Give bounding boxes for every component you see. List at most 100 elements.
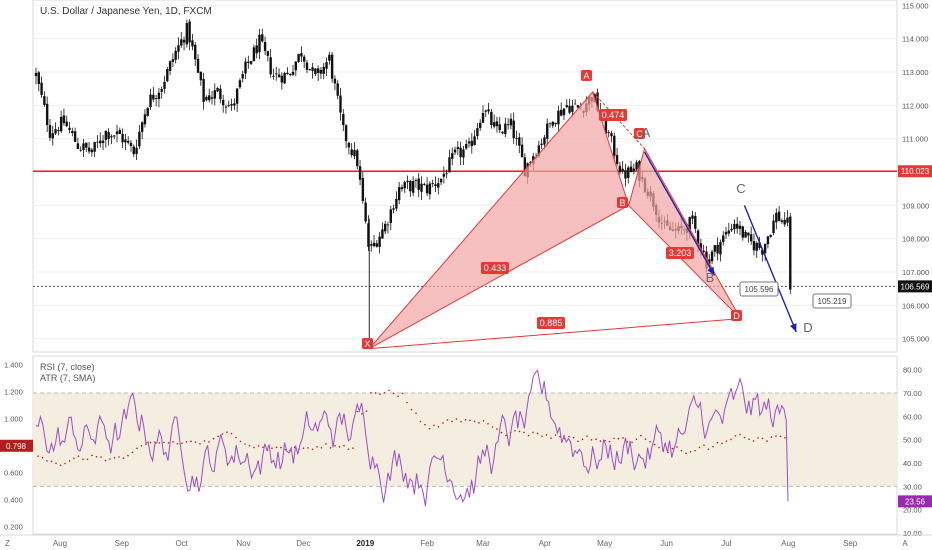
point-d-text: D — [733, 311, 740, 321]
pattern-xd-line[interactable] — [369, 318, 741, 350]
candle-body — [465, 144, 468, 149]
candle-body — [347, 142, 351, 148]
candle-body — [775, 212, 778, 223]
atr-dot — [325, 443, 327, 445]
candle-body — [375, 243, 379, 247]
candle-body — [235, 88, 239, 104]
projection-a-label: A — [642, 125, 651, 140]
ratio-ac: 0.474 — [599, 109, 627, 121]
atr-dot — [100, 456, 102, 458]
candle-body — [559, 109, 563, 116]
pattern-ac-line[interactable] — [592, 91, 645, 150]
time-tick-label: Dec — [296, 539, 310, 548]
time-axis[interactable]: Aug Sep Oct Nov Dec 2019 Feb Mar Apr May Jun Jul Aug… — [53, 539, 909, 548]
target-callout-1[interactable]: 105.596 — [739, 281, 779, 297]
atr-badge-text: 0.798 — [6, 442, 27, 451]
point-x-text: X — [364, 339, 370, 349]
candle-body — [758, 242, 761, 249]
candle-body — [247, 61, 250, 63]
candle-body — [300, 53, 303, 57]
candle-body — [392, 208, 395, 210]
candle-body — [462, 149, 465, 158]
atr-dot — [469, 419, 471, 422]
atr-dot — [545, 434, 548, 436]
atr-legend[interactable]: ATR (7, SMA) — [40, 373, 95, 383]
atr-dot — [109, 458, 111, 460]
atr-dot — [221, 433, 224, 435]
pattern-xab-triangle[interactable] — [368, 91, 630, 350]
candle-body — [518, 137, 521, 146]
price-pane[interactable] — [32, 0, 898, 353]
candle-body — [90, 149, 94, 153]
candle-body — [115, 131, 119, 135]
ratio-xd-text: 0.885 — [540, 318, 563, 328]
atr-dot — [181, 442, 183, 445]
atr-dot — [640, 434, 642, 437]
point-d-badge — [731, 310, 742, 321]
atr-dot — [550, 437, 552, 439]
atr-dot — [608, 440, 611, 443]
atr-dot — [361, 413, 363, 415]
atr-dot — [50, 460, 53, 463]
projection-cd-leg[interactable] — [743, 205, 797, 333]
candle-body — [434, 184, 437, 187]
candle-body — [99, 140, 102, 144]
candle-body — [741, 226, 744, 238]
rsi-tick-label: 30.00 — [903, 482, 922, 491]
time-axis-corner-label[interactable]: Z — [5, 539, 10, 548]
atr-tick-label: 0.400 — [4, 495, 23, 504]
candle-body — [146, 108, 149, 116]
atr-dot — [770, 436, 773, 438]
candle-body — [459, 147, 462, 158]
candle-body — [85, 142, 88, 148]
candle-body — [353, 150, 356, 157]
projection-ab-leg[interactable] — [643, 151, 716, 276]
rsi-tick-label: 80.00 — [903, 366, 922, 375]
candle-body — [96, 141, 99, 143]
atr-dot — [185, 441, 188, 443]
candle-body — [610, 133, 613, 137]
candle-body — [107, 131, 110, 139]
atr-dot — [77, 455, 80, 457]
target-callout-2-text: 105.219 — [818, 297, 847, 306]
candle-body — [57, 129, 60, 132]
candle-body — [389, 209, 392, 223]
candle-body — [51, 133, 54, 139]
candle-body — [761, 249, 764, 255]
hline-badge-bg — [898, 165, 932, 178]
atr-dot — [518, 430, 521, 433]
pattern-bcd-triangle[interactable] — [628, 147, 741, 320]
atr-dot — [478, 422, 480, 424]
candle-body — [492, 122, 496, 127]
candle-body — [196, 58, 200, 73]
rsi-legend[interactable]: RSI (7, close) — [40, 362, 95, 372]
atr-dot — [64, 462, 66, 465]
candle-body — [350, 149, 353, 155]
atr-dot — [307, 447, 309, 449]
candle-body — [506, 124, 510, 126]
candle-body — [557, 110, 560, 125]
candle-body — [409, 180, 412, 192]
candle-body — [406, 180, 409, 183]
atr-dot — [370, 392, 372, 394]
atr-tick-label: 1.200 — [4, 388, 23, 397]
last-price-badge: 106.569 — [898, 280, 932, 293]
candle-body — [607, 132, 610, 133]
candle-body — [629, 166, 633, 173]
candle-body — [478, 122, 482, 128]
candle-body — [308, 69, 311, 71]
candle-body — [101, 140, 105, 143]
candle-body — [252, 47, 256, 62]
candle-body — [241, 74, 244, 79]
candle-body — [166, 69, 169, 82]
atr-dot — [671, 447, 674, 450]
candle-body — [294, 61, 298, 71]
candle-body — [755, 242, 758, 251]
candle-body — [772, 220, 775, 234]
candle-body — [191, 40, 194, 47]
candle-body — [738, 225, 742, 229]
target-callout-2[interactable]: 105.219 — [812, 293, 852, 309]
candle-body — [336, 83, 339, 96]
candle-body — [140, 122, 144, 132]
candle-body — [719, 242, 722, 255]
